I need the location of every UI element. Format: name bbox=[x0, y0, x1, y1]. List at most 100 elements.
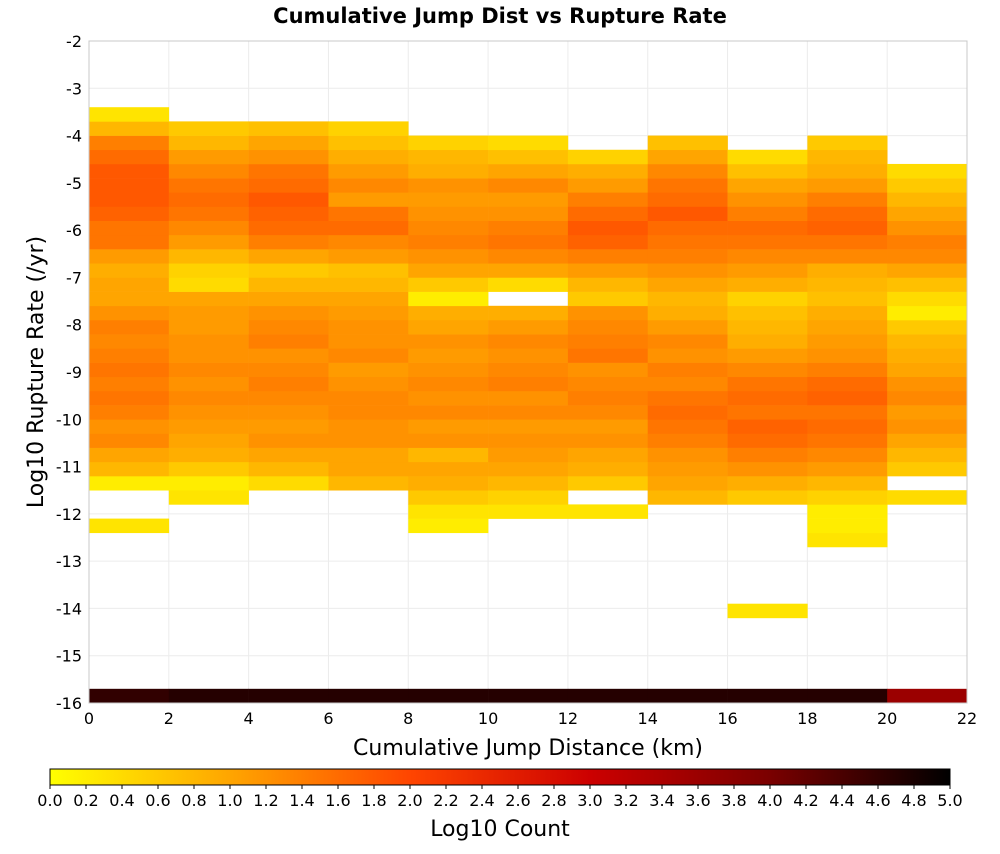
y-tick-label: -16 bbox=[56, 694, 82, 713]
y-tick-label: -13 bbox=[56, 552, 82, 571]
heatmap-cell bbox=[647, 362, 728, 378]
heatmap-cell bbox=[567, 319, 649, 335]
x-tick-label: 6 bbox=[323, 709, 333, 728]
heatmap-cell bbox=[168, 220, 249, 236]
heatmap-cell bbox=[567, 447, 649, 463]
heatmap-cell bbox=[727, 163, 808, 179]
heatmap-cell bbox=[248, 249, 329, 264]
heatmap-cell bbox=[168, 419, 249, 434]
y-axis-ticks: -2 -3 -4 -5 -6 -7 -8 -9 -10 -11 -12 -13 -14 -15 -16 bbox=[56, 32, 82, 713]
heatmap-cell bbox=[408, 135, 489, 151]
heatmap-cell bbox=[887, 220, 968, 236]
heatmap-cell bbox=[408, 149, 489, 165]
heatmap-cell bbox=[328, 249, 409, 264]
heatmap-cell bbox=[488, 376, 569, 392]
heatmap-cell bbox=[567, 206, 649, 221]
heatmap-cell bbox=[408, 291, 489, 307]
heatmap-cell bbox=[647, 334, 728, 349]
heatmap-cell bbox=[168, 390, 249, 406]
heatmap-cell bbox=[408, 504, 489, 519]
x-tick-label: 4 bbox=[244, 709, 254, 728]
heatmap-cell bbox=[807, 163, 888, 179]
heatmap-cell bbox=[647, 135, 728, 151]
heatmap-cell bbox=[328, 334, 409, 349]
heatmap-cell bbox=[89, 178, 170, 193]
heatmap-cell bbox=[89, 319, 170, 335]
heatmap-cell bbox=[168, 362, 249, 378]
heatmap-cell bbox=[89, 291, 170, 307]
heatmap-cell bbox=[168, 476, 249, 491]
colorbar-tick-label: 0.4 bbox=[109, 791, 134, 810]
heatmap-cell bbox=[887, 334, 968, 349]
heatmap-cell bbox=[408, 249, 489, 264]
heatmap-cell bbox=[647, 419, 728, 434]
heatmap-cell bbox=[807, 206, 888, 221]
heatmap-cell bbox=[887, 234, 968, 250]
heatmap-cell bbox=[887, 291, 968, 307]
heatmap-cell bbox=[248, 319, 329, 335]
heatmap-cell bbox=[488, 688, 569, 704]
heatmap-cell bbox=[488, 490, 569, 505]
heatmap-cell bbox=[168, 163, 249, 179]
heatmap-cell bbox=[168, 376, 249, 392]
heatmap-cell bbox=[89, 206, 170, 221]
heatmap-cell bbox=[248, 476, 329, 491]
heatmap-cell bbox=[567, 220, 649, 236]
heatmap-cell bbox=[727, 688, 808, 704]
heatmap-cell bbox=[807, 688, 888, 704]
heatmap-cell bbox=[89, 192, 170, 207]
heatmap-cell bbox=[727, 348, 808, 363]
heatmap-cell bbox=[328, 178, 409, 193]
x-tick-label: 22 bbox=[957, 709, 977, 728]
heatmap-cell bbox=[328, 135, 409, 151]
heatmap-cell bbox=[168, 305, 249, 321]
heatmap-cell bbox=[807, 362, 888, 378]
heatmap-cell bbox=[727, 433, 808, 448]
heatmap-cell bbox=[168, 433, 249, 448]
heatmap-cell bbox=[488, 206, 569, 221]
heatmap-cell bbox=[727, 376, 808, 392]
colorbar-tick-label: 2.2 bbox=[433, 791, 458, 810]
heatmap-cell bbox=[727, 603, 808, 619]
heatmap-cell bbox=[89, 107, 170, 122]
heatmap-cell bbox=[408, 348, 489, 363]
y-tick-label: -5 bbox=[66, 174, 82, 193]
heatmap-cell bbox=[168, 234, 249, 250]
heatmap-cell bbox=[567, 376, 649, 392]
heatmap-cell bbox=[408, 362, 489, 378]
heatmap-cell bbox=[89, 419, 170, 434]
colorbar-tick-label: 1.4 bbox=[289, 791, 314, 810]
heatmap-cell bbox=[248, 263, 329, 278]
heatmap-cell bbox=[488, 163, 569, 179]
heatmap-cell bbox=[567, 163, 649, 179]
heatmap-cell bbox=[727, 291, 808, 307]
colorbar-tick-label: 2.4 bbox=[469, 791, 494, 810]
heatmap-cell bbox=[328, 390, 409, 406]
heatmap-cell bbox=[807, 390, 888, 406]
heatmap-cell bbox=[887, 688, 968, 704]
heatmap-cell bbox=[248, 291, 329, 307]
heatmap-cell bbox=[248, 234, 329, 250]
heatmap-cell bbox=[807, 447, 888, 463]
heatmap-cell bbox=[328, 433, 409, 448]
heatmap-cell bbox=[567, 263, 649, 278]
heatmap-cell bbox=[168, 447, 249, 463]
heatmap-cell bbox=[168, 461, 249, 477]
colorbar-tick-label: 4.0 bbox=[757, 791, 782, 810]
heatmap-cell bbox=[408, 390, 489, 406]
heatmap-cell bbox=[408, 334, 489, 349]
colorbar-tick-label: 1.0 bbox=[217, 791, 242, 810]
heatmap-cell bbox=[488, 362, 569, 378]
heatmap-cell bbox=[248, 390, 329, 406]
heatmap-cell bbox=[328, 220, 409, 236]
heatmap-cell bbox=[727, 277, 808, 292]
heatmap-cell bbox=[89, 348, 170, 363]
heatmap-cell bbox=[89, 390, 170, 406]
heatmap-cell bbox=[408, 192, 489, 207]
heatmap-cell bbox=[248, 348, 329, 363]
heatmap-cell bbox=[168, 135, 249, 151]
heatmap-cell bbox=[807, 249, 888, 264]
heatmap-cell bbox=[488, 504, 569, 519]
